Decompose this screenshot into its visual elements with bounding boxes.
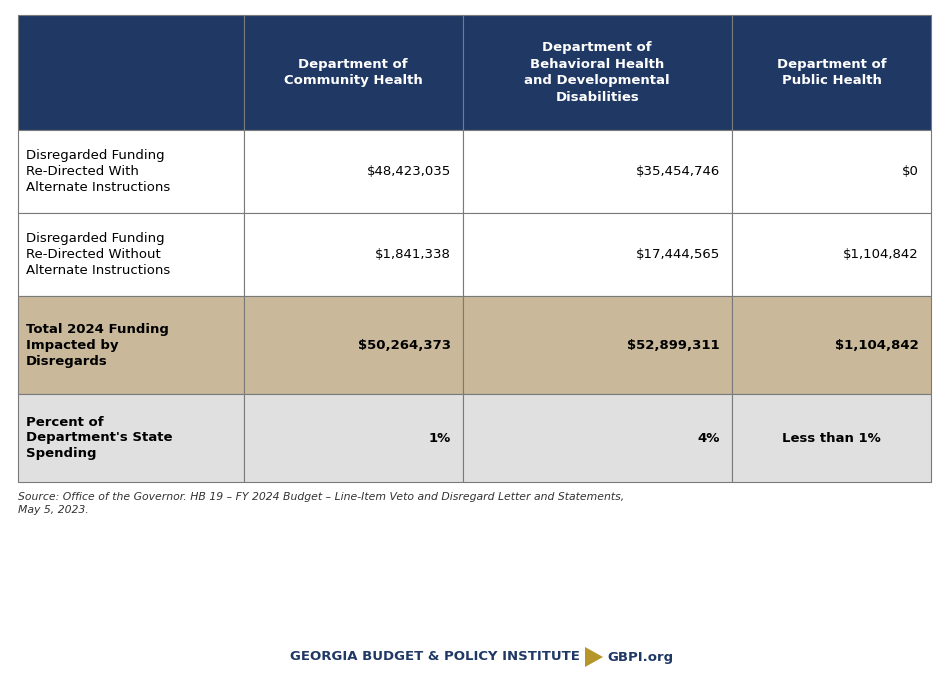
Text: $52,899,311: $52,899,311 [627,339,720,352]
Bar [462,213,732,296]
Bar [18,213,244,296]
Bar [732,394,931,482]
Text: Total 2024 Funding
Impacted by
Disregards: Total 2024 Funding Impacted by Disregard… [26,322,169,368]
Bar [732,130,931,213]
Bar [18,394,244,482]
Text: 4%: 4% [698,431,720,444]
Text: $35,454,746: $35,454,746 [636,165,720,178]
Text: Disregarded Funding
Re-Directed Without
Alternate Instructions: Disregarded Funding Re-Directed Without … [26,232,170,277]
Text: $50,264,373: $50,264,373 [358,339,451,352]
Bar [244,296,462,394]
Bar [732,213,931,296]
Bar [462,15,732,130]
Text: $1,841,338: $1,841,338 [375,248,451,261]
Text: Department of
Public Health: Department of Public Health [776,58,886,87]
Text: Department of
Behavioral Health
and Developmental
Disabilities: Department of Behavioral Health and Deve… [525,41,670,104]
Text: $0: $0 [902,165,919,178]
Text: Source: Office of the Governor. HB 19 – FY 2024 Budget – Line-Item Veto and Disr: Source: Office of the Governor. HB 19 – … [18,492,624,515]
Text: $1,104,842: $1,104,842 [835,339,919,352]
Text: GEORGIA BUDGET & POLICY INSTITUTE: GEORGIA BUDGET & POLICY INSTITUTE [290,651,580,664]
Text: Department of
Community Health: Department of Community Health [284,58,422,87]
Bar [462,130,732,213]
Bar [18,296,244,394]
Text: GBPI.org: GBPI.org [607,651,673,664]
Bar [462,296,732,394]
Text: 1%: 1% [428,431,451,444]
Bar [732,15,931,130]
Text: Less than 1%: Less than 1% [782,431,881,444]
Bar [244,15,462,130]
Bar [244,394,462,482]
Bar [732,296,931,394]
Text: Percent of
Department's State
Spending: Percent of Department's State Spending [26,416,173,460]
Text: Disregarded Funding
Re-Directed With
Alternate Instructions: Disregarded Funding Re-Directed With Alt… [26,149,170,194]
Text: $1,104,842: $1,104,842 [844,248,919,261]
Bar [244,213,462,296]
Text: $17,444,565: $17,444,565 [636,248,720,261]
Bar [18,130,244,213]
Bar [244,130,462,213]
Bar [462,394,732,482]
Bar [18,15,244,130]
Text: $48,423,035: $48,423,035 [366,165,451,178]
Polygon shape [585,647,603,667]
